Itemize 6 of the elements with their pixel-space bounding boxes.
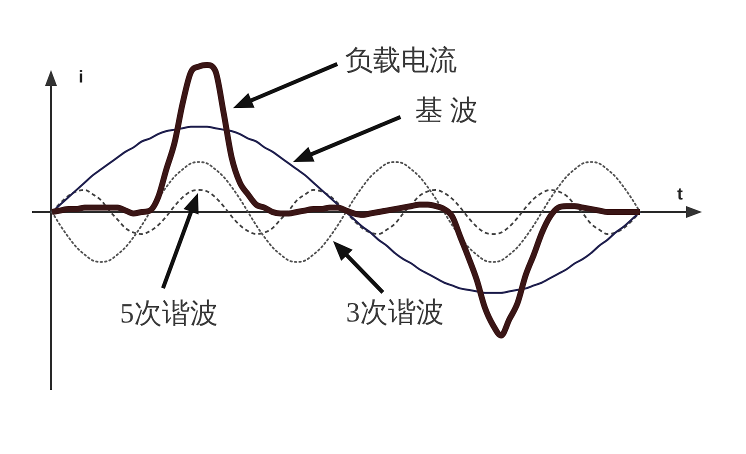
series-label: 3次谐波	[346, 297, 444, 328]
x-axis-title: t	[677, 184, 684, 204]
y-axis-title: i	[78, 68, 84, 87]
text: 5次谐波	[120, 298, 218, 330]
text: 基 波	[415, 95, 478, 126]
text: 负载电流	[345, 45, 457, 76]
